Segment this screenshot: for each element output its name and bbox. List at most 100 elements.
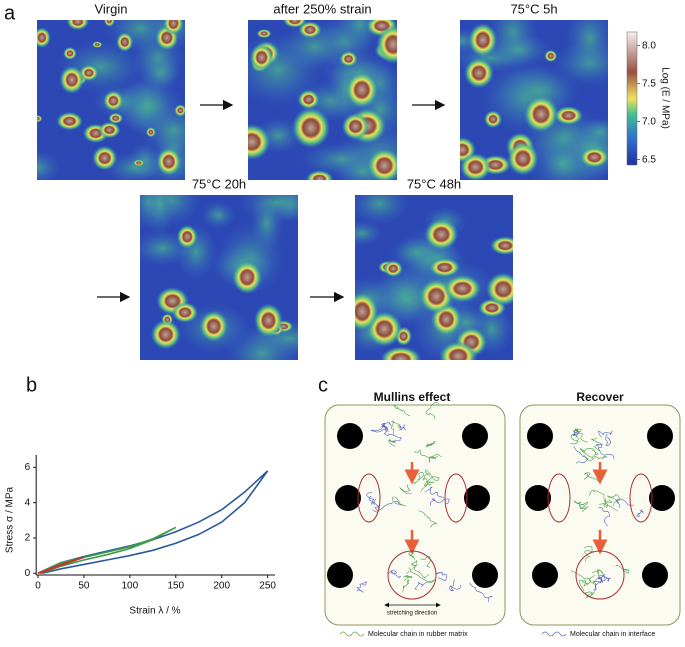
map-title: 75°C 5h [510,1,557,16]
blob [282,20,307,28]
filler-particle [525,485,551,511]
blob [59,65,85,94]
blob [341,112,370,141]
panel-label: a [4,2,16,24]
haze [579,117,608,147]
y-tick-label: 4 [25,497,31,508]
blob [355,291,379,332]
blob [66,20,90,31]
heatmap [37,20,185,180]
blob [92,145,118,171]
heatmap [248,20,397,180]
heatmap [140,195,298,360]
filler-particle [327,562,353,588]
blob [37,27,51,48]
heatmap [355,195,513,360]
blob [37,114,43,123]
blob [443,274,482,303]
haze [104,151,166,180]
map-title: Virgin [94,1,127,16]
chain [573,472,620,513]
filler-particle [527,423,553,449]
blob [424,218,459,251]
blob [103,90,124,112]
x-tick-label: 0 [35,581,41,592]
blob [305,170,334,180]
haze [201,201,236,230]
x-tick-label: 200 [213,581,230,592]
blob [554,106,584,126]
blob [468,22,498,58]
chain [570,546,630,599]
legend-swatch [541,631,567,637]
chain [598,498,644,527]
legend-text: Molecular chain in rubber matrix [368,631,468,638]
chain [392,469,440,528]
x-tick-label: 100 [122,581,139,592]
blob [383,260,404,278]
filler-particle [337,423,363,449]
map-title: 75°C 20h [192,176,246,191]
series-line [37,556,85,574]
blob [376,24,397,65]
diagram-title: Recover [576,390,624,404]
blob [156,147,182,176]
chain [572,430,615,464]
blob [490,236,513,255]
chain [402,549,435,593]
map-title: 75°C 48h [407,176,461,191]
colorbar-tick-label: 7.0 [642,116,656,127]
series-line [37,470,269,575]
blob [232,260,263,295]
blob [483,110,503,129]
interface-ring [629,473,653,523]
chain [366,486,450,513]
interface-ring [575,550,625,600]
interface-ring [444,473,468,523]
blob [544,49,558,63]
blob [463,57,494,89]
filler-particle [647,423,673,449]
blob [345,71,379,109]
blob [103,20,115,27]
blob [291,107,331,149]
filler-particle [642,562,668,588]
filler-particle [464,485,490,511]
haze [498,64,581,117]
diagram-title: Mullins effect [374,390,451,404]
blob [439,341,478,360]
filler-particle [649,485,675,511]
blob [171,302,199,323]
blob [253,303,283,338]
blob [460,153,492,180]
interface-ring [547,473,571,523]
blob [199,310,229,343]
haze [355,220,383,246]
colorbar-label: Log (E / MPa) [659,67,670,129]
blob [579,146,608,168]
blob [249,43,274,72]
y-tick-label: 2 [25,533,31,544]
blob [297,89,320,110]
filler-particle [532,562,558,588]
blob [174,104,185,117]
y-axis-label: Stress σ / MPa [5,486,16,553]
filler-particle [472,562,498,588]
blob [133,159,145,167]
blob [163,20,184,36]
haze [565,20,608,74]
chain [356,570,494,603]
y-tick-label: 6 [25,462,31,473]
heatmap [460,20,608,180]
legend-text: Molecular chain in interface [570,631,655,638]
filler-particle [462,423,488,449]
x-tick-label: 150 [167,581,184,592]
blob [116,32,134,52]
panel-label: c [318,374,328,396]
legend-swatch [339,631,365,637]
haze [485,32,552,68]
blob [523,95,559,133]
blob [108,112,124,124]
colorbar-tick-label: 8.0 [642,40,656,51]
